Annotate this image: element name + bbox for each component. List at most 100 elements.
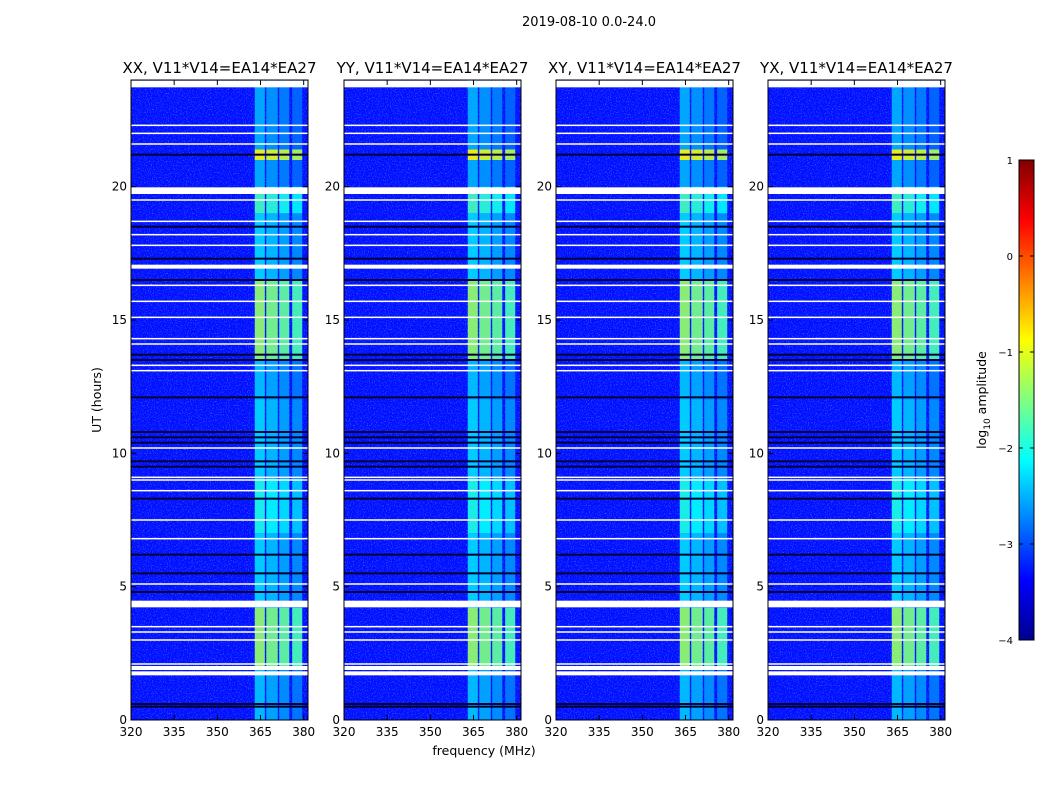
dark-row: [131, 153, 308, 156]
rfi-cell: [492, 280, 503, 360]
rfi-cell: [505, 480, 516, 534]
rfi-cell: [679, 480, 690, 534]
dark-row: [556, 396, 733, 399]
rfi-cell: [279, 160, 290, 187]
rfi-cell: [292, 400, 303, 480]
flagged-row: [768, 83, 945, 88]
thin-flag-row: [344, 316, 521, 319]
flagged-row: [768, 671, 945, 676]
rfi-cell: [717, 160, 728, 187]
y-tick-label: 5: [119, 580, 127, 594]
rfi-cell: [679, 213, 690, 280]
y-axis-label: UT (hours): [89, 367, 104, 433]
rfi-cell: [903, 666, 915, 720]
thin-flag-row: [556, 337, 733, 340]
dark-row: [556, 431, 733, 433]
rfi-cell: [916, 213, 927, 280]
thin-flag-row: [556, 143, 733, 145]
thin-flag-row: [344, 244, 521, 247]
rfi-cell: [891, 533, 902, 608]
rfi-cell: [679, 400, 690, 480]
thin-flag-row: [768, 364, 945, 367]
dark-row: [768, 703, 945, 705]
y-tick-label: 15: [537, 313, 552, 327]
thin-flag-row: [344, 220, 521, 223]
flagged-row: [344, 666, 521, 670]
dark-row: [344, 396, 521, 399]
thin-flag-row: [768, 489, 945, 492]
dark-row: [768, 225, 945, 228]
rfi-cell: [279, 213, 290, 280]
dark-row: [344, 553, 521, 556]
rfi-cell: [254, 160, 265, 187]
rfi-cell: [691, 360, 703, 400]
y-tick-label: 10: [325, 446, 340, 460]
rfi-cell: [704, 480, 715, 534]
rfi-cell: [479, 160, 491, 187]
thin-flag-row: [131, 663, 308, 665]
x-tick-label: 380: [717, 725, 740, 739]
dark-row: [344, 465, 521, 468]
rfi-cell: [292, 160, 303, 187]
thin-flag-row: [344, 337, 521, 340]
flagged-row: [344, 190, 521, 194]
rfi-cell: [266, 666, 278, 720]
colorbar-tick-label: −3: [998, 540, 1013, 551]
rfi-cell: [679, 533, 690, 608]
thin-flag-row: [344, 639, 521, 641]
rfi-cell: [679, 160, 690, 187]
rfi-cell: [691, 400, 703, 480]
dark-row: [131, 431, 308, 433]
thin-flag-row: [344, 537, 521, 540]
rfi-cell: [679, 280, 690, 360]
thin-flag-row: [768, 337, 945, 340]
dark-row: [131, 497, 308, 500]
dark-row: [556, 460, 733, 463]
flagged-row: [344, 80, 521, 85]
dark-row: [344, 703, 521, 705]
rfi-cell: [704, 533, 715, 608]
thin-flag-row: [556, 625, 733, 628]
thin-flag-row: [344, 479, 521, 481]
rfi-cell: [505, 666, 516, 720]
rfi-cell: [467, 160, 478, 187]
rfi-cell: [929, 666, 940, 720]
thin-flag-row: [344, 124, 521, 127]
thin-flag-row: [131, 244, 308, 247]
thin-flag-row: [131, 132, 308, 135]
rfi-cell: [266, 160, 278, 187]
dark-row: [768, 353, 945, 356]
rfi-cell: [929, 80, 940, 150]
rfi-cell: [704, 213, 715, 280]
rfi-cell: [254, 80, 265, 150]
thin-flag-row: [768, 369, 945, 372]
flagged-row: [344, 600, 521, 605]
panel-1: XX, V11*V14=EA14*EA27 320 335 350 365 380 0 5 10…: [112, 59, 317, 739]
dark-row: [556, 279, 733, 281]
rfi-cell: [479, 80, 491, 150]
rfi-cell: [916, 280, 927, 360]
rfi-cell: [292, 360, 303, 400]
colorbar-label-sub: 10: [983, 418, 993, 430]
panel-frame: [130, 79, 309, 721]
dark-row: [768, 497, 945, 500]
rfi-cell: [717, 360, 728, 400]
flagged-row: [768, 603, 945, 608]
flagged-row: [768, 600, 945, 605]
thin-flag-row: [768, 244, 945, 247]
dark-row: [131, 553, 308, 556]
dark-row: [131, 705, 308, 708]
dark-row: [131, 359, 308, 361]
colorbar-label: log10 amplitude: [974, 351, 993, 449]
rfi-cell: [929, 400, 940, 480]
thin-flag-row: [344, 233, 521, 236]
thin-flag-row: [344, 369, 521, 372]
rfi-cell: [891, 280, 902, 360]
thin-flag-row: [131, 124, 308, 127]
thin-flag-row: [556, 631, 733, 633]
thin-flag-row: [131, 489, 308, 492]
rfi-cell: [891, 160, 902, 187]
thin-flag-row: [131, 639, 308, 641]
rfi-cell: [717, 400, 728, 480]
